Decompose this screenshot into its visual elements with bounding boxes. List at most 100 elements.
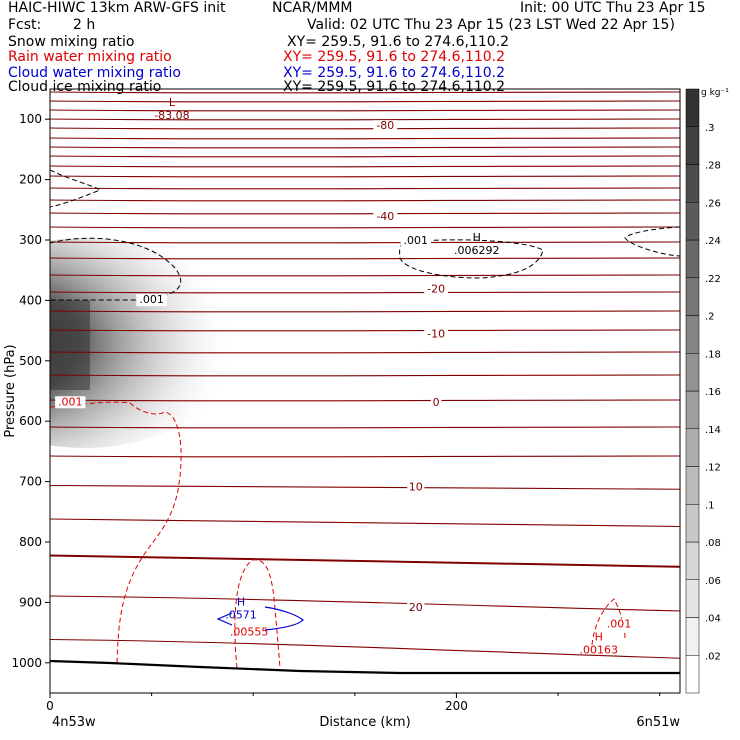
- colorbar-swatch: [685, 126, 700, 165]
- isotherm-line: [50, 274, 680, 277]
- field-cloudice-name: Cloud ice mixing ratio: [8, 79, 162, 95]
- isotherm-line: [50, 155, 680, 158]
- field-rain-xy: XY= 259.5, 91.6 to 274.6,110.2: [283, 49, 506, 65]
- contour-label-bg: [136, 294, 167, 307]
- isotherm-line: [50, 109, 680, 112]
- colorbar-swatch: [685, 655, 700, 694]
- temperature-label: -20: [427, 282, 445, 295]
- colorbar-swatch: [685, 353, 700, 392]
- center-label: NCAR/MMM: [272, 0, 353, 16]
- isotherm-line: [50, 165, 680, 168]
- y-tick-label: 500: [19, 354, 42, 368]
- temperature-label-bg: [407, 602, 425, 615]
- contour-label-bg: [400, 235, 432, 247]
- contour-label: .001: [58, 395, 83, 408]
- contour-label-bg: [603, 618, 635, 631]
- temperature-label-bg: [373, 120, 398, 133]
- field-snow-xy: XY= 259.5, 91.6 to 274.6,110.2: [287, 34, 510, 50]
- colorbar-label: .04: [705, 614, 721, 625]
- colorbar-swatch: [685, 466, 700, 505]
- temperature-label-bg: [430, 396, 442, 409]
- y-tick-label: 700: [19, 475, 42, 489]
- isotherm-line: [50, 127, 680, 130]
- colorbar-swatch: [685, 617, 700, 656]
- isotherm-line: [50, 554, 680, 568]
- isotherm-line: [50, 199, 680, 202]
- isotherm-line: [50, 399, 680, 402]
- x-axis: 0 200: [46, 693, 661, 713]
- temperature-label: -80: [376, 119, 394, 132]
- colorbar-label: .14: [705, 425, 721, 436]
- colorbar-swatch: [685, 239, 700, 278]
- field-cloudwater-name: Cloud water mixing ratio: [8, 65, 181, 81]
- y-tick-label: 900: [19, 595, 42, 609]
- left-endpoint-label: 4n53w: [52, 715, 96, 730]
- isotherm-line: [50, 212, 680, 215]
- temperature-label-bg: [373, 210, 398, 223]
- isotherm-line: [50, 146, 680, 149]
- extremum-value: .00163: [579, 644, 618, 657]
- extremum-mark: H: [473, 231, 481, 244]
- colorbar: .02 .04 .06 .08 .1 .12 .14 .16 .18 .2 .22 .24 .26 .28…: [685, 88, 729, 694]
- isotherm-line: [50, 137, 680, 140]
- forecast-hours: 2 h: [73, 17, 96, 33]
- colorbar-label: .22: [705, 274, 721, 285]
- field-rain-name: Rain water mixing ratio: [8, 49, 172, 65]
- cloud-ice-contour-top-left: [50, 169, 101, 208]
- init-time: Init: 00 UTC Thu 23 Apr 15: [520, 0, 706, 16]
- valid-time: Valid: 02 UTC Thu 23 Apr 15 (23 LST Wed …: [307, 17, 675, 33]
- colorbar-unit: g kg⁻¹: [701, 88, 729, 98]
- isotherm-line: [50, 484, 680, 490]
- temperature-label: -10: [427, 328, 445, 341]
- extremum-mark: H: [237, 596, 245, 609]
- snow-shading: [50, 238, 240, 448]
- temperature-label-bg: [407, 481, 425, 494]
- isotherm-line: [50, 175, 680, 178]
- isotherm-line: [50, 291, 680, 294]
- temperature-contours: [50, 91, 680, 659]
- y-tick-label: 600: [19, 414, 42, 428]
- colorbar-label: .08: [705, 538, 721, 549]
- contour-label: .001: [607, 618, 632, 631]
- cloud-water-contour-2: [264, 606, 304, 631]
- isotherm-line: [50, 455, 680, 458]
- colorbar-swatch: [685, 315, 700, 354]
- right-endpoint-label: 6n51w: [636, 715, 680, 730]
- isotherm-line: [50, 329, 680, 332]
- colorbar-swatch: [685, 88, 700, 127]
- temperature-label: -40: [376, 210, 394, 223]
- isotherm-line: [50, 241, 680, 244]
- y-axis: 100 200 300 400 500 600 700 800 900 1000: [11, 112, 50, 670]
- colorbar-steps: .02 .04 .06 .08 .1 .12 .14 .16 .18 .2 .22 .24 .26 .28…: [685, 88, 721, 694]
- colorbar-swatch: [685, 390, 700, 429]
- isotherm-line: [50, 310, 680, 313]
- extremum-mark: H: [595, 631, 603, 644]
- contour-labels: -80 -40 -20 -10 0 10 20 .001 .001 .001 .001 L-83.08…: [55, 96, 635, 657]
- colorbar-swatch: [685, 579, 700, 618]
- colorbar-swatch: [685, 504, 700, 543]
- colorbar-swatch: [685, 164, 700, 203]
- isotherm-line: [50, 518, 680, 528]
- y-tick-label: 1000: [11, 656, 42, 670]
- field-cloudwater-xy: XY= 259.5, 91.6 to 274.6,110.2: [283, 65, 506, 81]
- cloud-water-contours: [216, 606, 304, 631]
- cloud-water-contour: [216, 612, 233, 626]
- terrain-line: [49, 659, 680, 675]
- colorbar-label: .02: [705, 651, 721, 662]
- temperature-label: 10: [409, 480, 423, 493]
- colorbar-swatch: [685, 202, 700, 241]
- colorbar-label: .06: [705, 576, 721, 587]
- colorbar-label: .1: [705, 500, 715, 511]
- isotherm-line: [50, 257, 680, 260]
- colorbar-label: .2: [705, 312, 715, 323]
- temperature-label-bg: [424, 283, 449, 296]
- contour-label: .001: [404, 234, 429, 247]
- colorbar-label: .16: [705, 387, 721, 398]
- isotherm-line: [50, 100, 680, 103]
- plot-frame: [49, 88, 681, 694]
- colorbar-swatch: [685, 277, 700, 316]
- y-tick-label: 300: [19, 233, 42, 247]
- y-tick-label: 200: [19, 173, 42, 187]
- isotherm-line: [50, 118, 680, 121]
- field-snow-name: Snow mixing ratio: [8, 34, 135, 50]
